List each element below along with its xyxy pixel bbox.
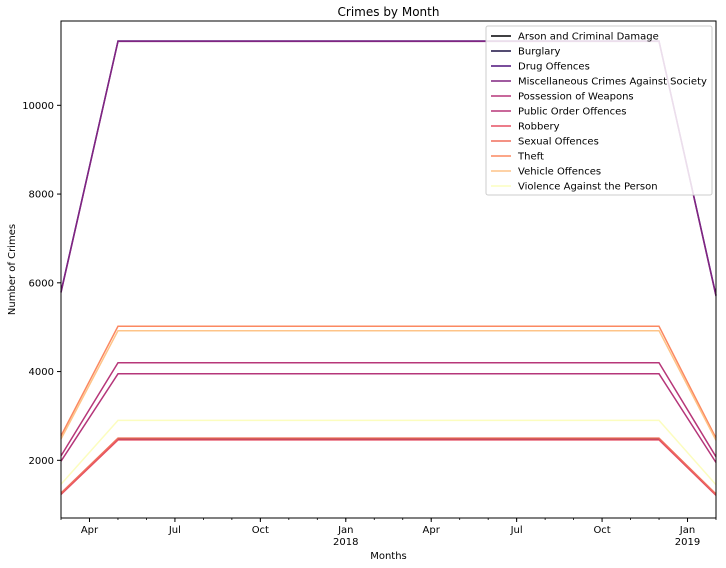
y-axis-label: Number of Crimes [7, 224, 18, 315]
y-tick-label-4: 8000 [29, 190, 54, 201]
x-tick-label-8: Jan [679, 525, 695, 536]
series-line-10 [60, 329, 717, 441]
legend-box [485, 25, 713, 196]
x-tick-label-6: Jul [510, 525, 523, 536]
y-tick-label-2: 4000 [29, 367, 54, 378]
legend-label-11: Violence Against the Person [518, 182, 658, 193]
legend: Arson and Criminal Damage Burglary Drug Of… [485, 25, 713, 196]
x-tick-year-8: 2019 [675, 537, 700, 548]
x-tick-label-4: Jan [337, 525, 353, 536]
x-tick-label-2: Jul [168, 525, 181, 536]
legend-label-3: Drug Offences [518, 62, 590, 73]
legend-label-10: Vehicle Offences [518, 167, 601, 178]
legend-label-9: Theft [517, 152, 544, 163]
x-axis-label: Months [370, 551, 407, 562]
series-line-9 [60, 325, 717, 439]
series-line-1 [60, 438, 717, 496]
y-tick-label-1: 2000 [29, 456, 54, 467]
legend-label-5: Possession of Weapons [518, 92, 634, 103]
legend-label-8: Sexual Offences [518, 137, 599, 148]
legend-label-2: Burglary [518, 47, 560, 58]
series-line-8 [60, 437, 717, 495]
series-line-6 [60, 361, 717, 458]
x-tick-label-1: Apr [81, 525, 99, 536]
y-tick-label-3: 6000 [29, 278, 54, 289]
chart-title: Crimes by Month [338, 5, 440, 19]
x-tick-year-4: 2018 [333, 537, 358, 548]
x-tick-label-5: Apr [423, 525, 441, 536]
series-line-2 [60, 438, 717, 496]
series-line-7 [60, 439, 717, 496]
legend-label-7: Robbery [518, 122, 560, 133]
legend-label-1: Arson and Criminal Damage [518, 32, 659, 43]
legend-label-6: Public Order Offences [518, 107, 626, 118]
series-line-5 [60, 373, 717, 463]
legend-label-4: Miscellaneous Crimes Against Society [518, 77, 707, 88]
x-tick-label-3: Oct [252, 525, 269, 536]
plot-area [60, 40, 717, 496]
y-tick-label-5: 10000 [22, 101, 54, 112]
x-tick-label-7: Oct [593, 525, 610, 536]
series-line-11 [60, 419, 717, 486]
axes-frame [60, 20, 717, 519]
